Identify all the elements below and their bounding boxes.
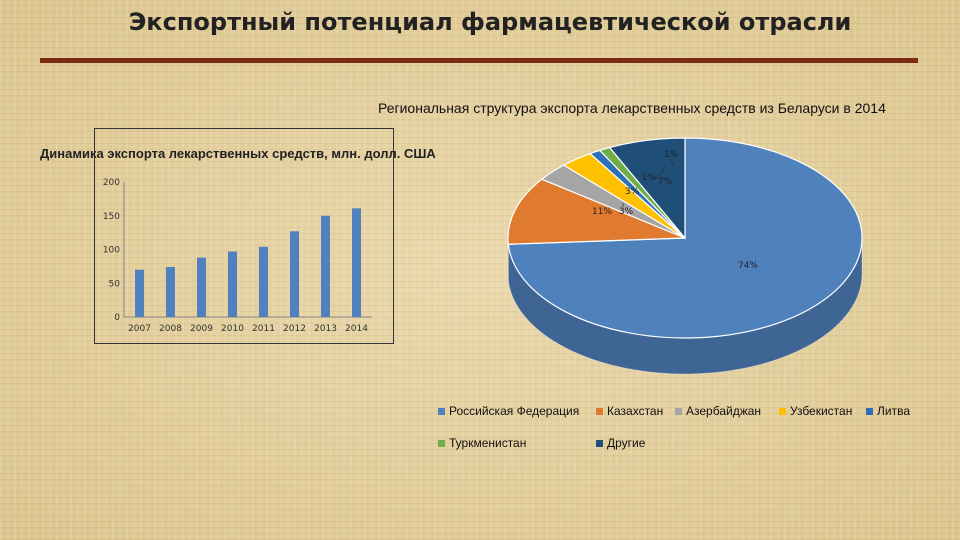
pie-leader-line <box>669 158 675 167</box>
pie-chart-title: Региональная структура экспорта лекарств… <box>378 100 886 116</box>
legend-label: Литва <box>877 404 910 418</box>
bar-2007 <box>135 269 144 317</box>
pie-leader-line <box>654 165 668 180</box>
bar-x-tick-label: 2010 <box>221 324 244 334</box>
bar-x-tick-label: 2014 <box>345 324 368 334</box>
legend-label: Другие <box>607 436 646 450</box>
bar-2011 <box>259 246 268 317</box>
title-divider <box>40 58 918 63</box>
legend-label: Узбекистан <box>790 404 852 418</box>
pie-data-label: 3% <box>625 187 640 197</box>
legend-swatch <box>596 440 603 447</box>
pie-data-label: 1% <box>642 173 657 183</box>
bar-x-tick-label: 2012 <box>283 324 306 334</box>
legend-swatch <box>438 440 445 447</box>
legend-label: Азербайджан <box>686 404 761 418</box>
bar-2010 <box>228 251 237 317</box>
legend-label: Туркменистан <box>449 436 526 450</box>
bar-chart-frame <box>94 128 394 344</box>
legend-label: Казахстан <box>607 404 663 418</box>
page-title: Экспортный потенциал фармацевтической от… <box>128 8 852 36</box>
bar-x-tick-label: 2008 <box>159 324 182 334</box>
legend-swatch <box>596 408 603 415</box>
pie-slice-1 <box>507 178 686 245</box>
pie-data-label: 3% <box>619 207 634 217</box>
bar-2014 <box>352 208 361 317</box>
bar-y-tick-label: 50 <box>109 279 121 289</box>
legend-label: Российская Федерация <box>449 404 579 418</box>
pie-legend: Российская Федерация Казахстан Азербайджан… <box>438 404 910 450</box>
bar-y-tick-label: 200 <box>103 178 120 188</box>
bar-y-tick-label: 0 <box>114 313 120 323</box>
pie-data-label: 1% <box>664 150 679 160</box>
bar-2013 <box>321 215 330 317</box>
legend-swatch <box>438 408 445 415</box>
bar-x-tick-label: 2013 <box>314 324 337 334</box>
legend-swatch <box>866 408 873 415</box>
pie-data-label: 11% <box>592 207 612 217</box>
legend-swatch <box>675 408 682 415</box>
bar-x-tick-label: 2007 <box>128 324 151 334</box>
bar-2009 <box>197 257 206 317</box>
bar-y-tick-label: 150 <box>103 212 120 222</box>
bar-x-tick-label: 2011 <box>252 324 275 334</box>
bar-y-tick-label: 100 <box>103 246 120 256</box>
bar-2008 <box>166 267 175 317</box>
pie-top-faces <box>507 137 863 339</box>
legend-swatch <box>779 408 786 415</box>
pie-slice-6 <box>608 137 686 240</box>
pie-data-label: 7% <box>658 177 673 187</box>
bar-2012 <box>290 231 299 317</box>
pie-data-label: 74% <box>738 261 758 271</box>
bar-x-tick-label: 2009 <box>190 324 213 334</box>
bar-chart-title: Динамика экспорта лекарственных средств,… <box>40 146 436 161</box>
